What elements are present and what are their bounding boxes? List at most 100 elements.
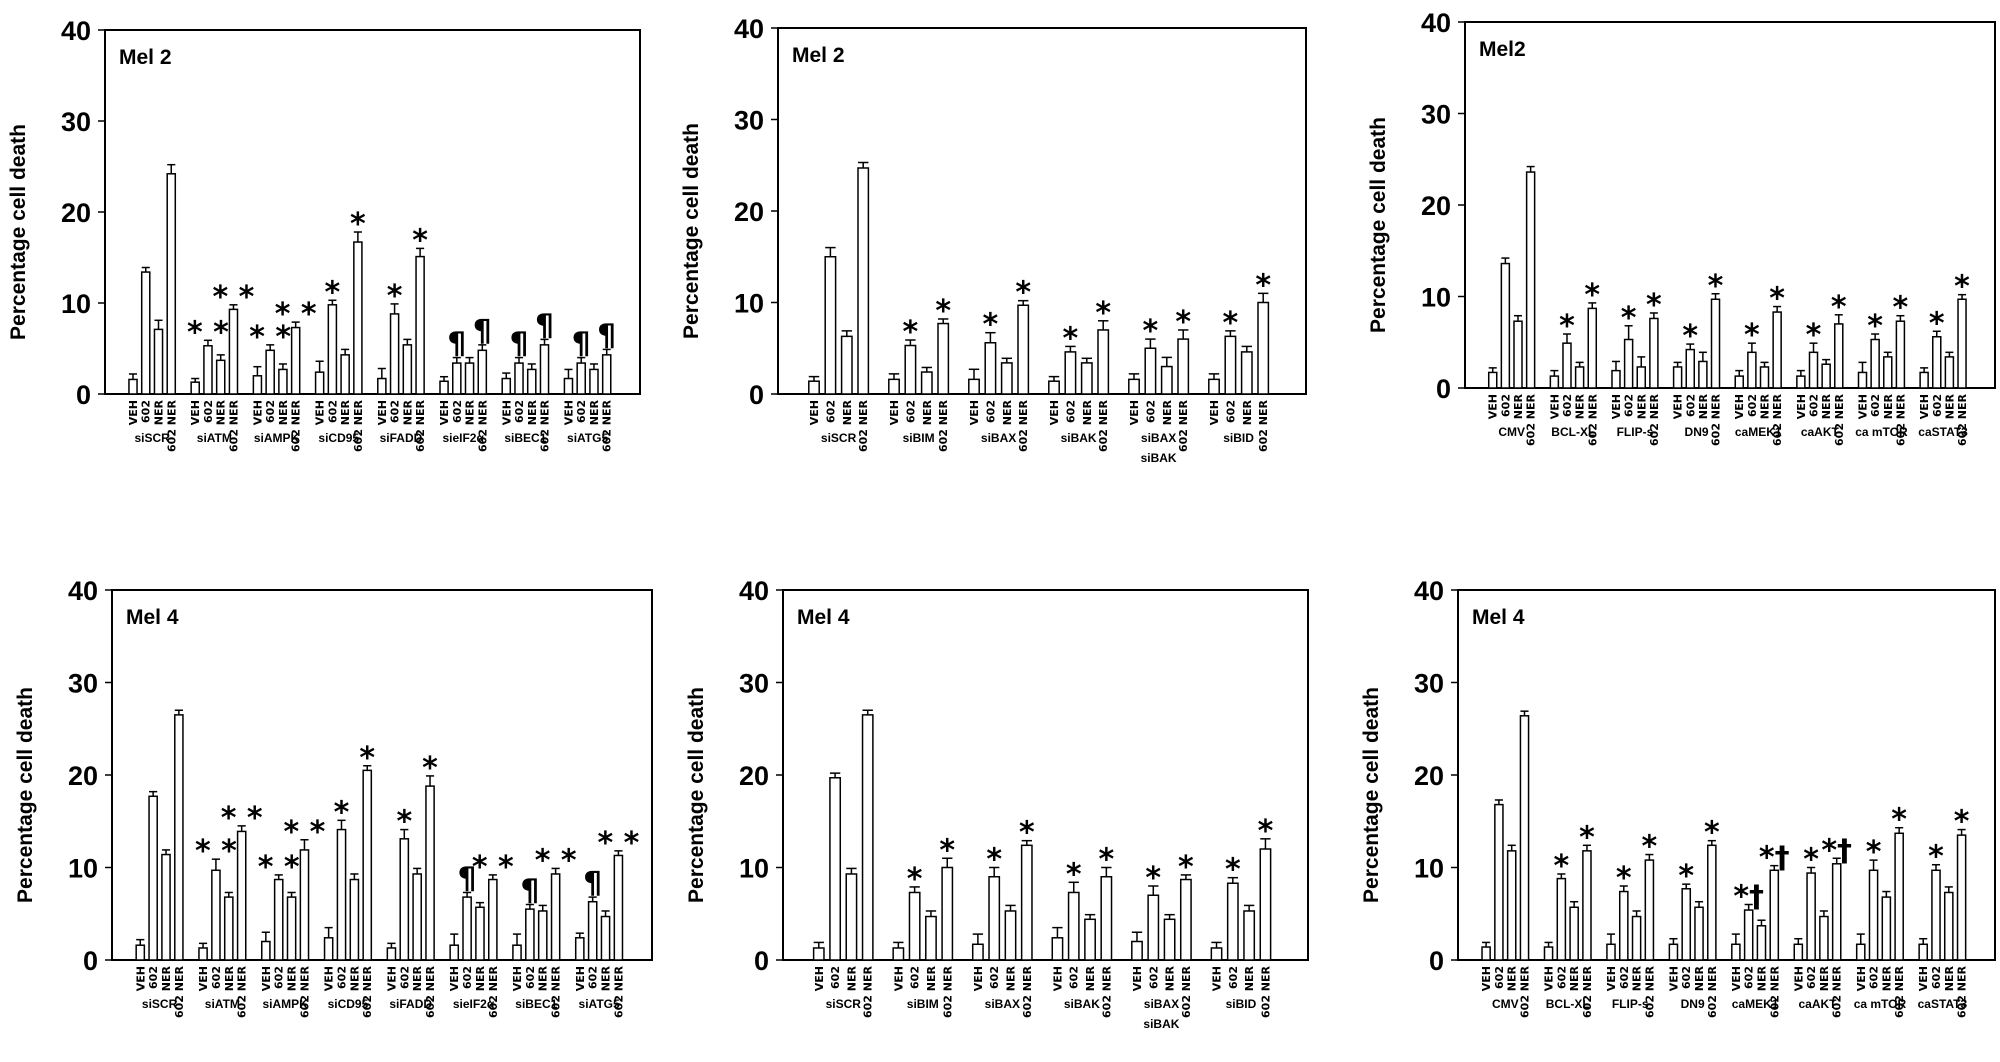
bar bbox=[1855, 943, 1866, 961]
y-tick-label: 40 bbox=[1414, 576, 1444, 606]
bar-tick-label: VEH bbox=[1605, 966, 1618, 991]
bar bbox=[1883, 356, 1893, 389]
bar bbox=[1144, 347, 1157, 395]
bar bbox=[135, 944, 146, 961]
bar bbox=[857, 167, 870, 395]
bar-tick-label: NER bbox=[1001, 399, 1014, 425]
bar bbox=[537, 910, 548, 961]
panel-title: Mel 2 bbox=[792, 44, 845, 67]
bar bbox=[1870, 338, 1880, 389]
bar bbox=[1128, 378, 1140, 395]
bar-tick-label: VEH bbox=[1792, 966, 1805, 991]
bar-tick-label: NER bbox=[401, 399, 414, 425]
bar bbox=[399, 838, 410, 961]
group-label: siAMPK bbox=[254, 431, 300, 445]
panel-title: Mel 4 bbox=[797, 606, 850, 629]
bar bbox=[1685, 348, 1696, 389]
significance-marker: * bbox=[1954, 270, 1970, 305]
bar bbox=[1831, 863, 1842, 961]
bar-tick-label: 602 NER bbox=[1894, 393, 1907, 446]
significance-marker: * bbox=[1019, 816, 1035, 851]
bar-tick-label: NER bbox=[339, 399, 352, 425]
significance-marker: * bbox=[422, 751, 438, 786]
y-tick-label: 0 bbox=[76, 380, 91, 410]
bar bbox=[261, 940, 271, 961]
significance-marker: * * bbox=[249, 320, 291, 355]
bar-tick-label: NER bbox=[1635, 393, 1648, 419]
bar-tick-label: VEH bbox=[134, 966, 147, 991]
group-label: siSCR bbox=[134, 431, 170, 445]
bar-tick-label: NER bbox=[1755, 965, 1768, 991]
bar bbox=[128, 378, 138, 395]
significance-marker: * bbox=[1143, 314, 1159, 349]
panel-title: Mel2 bbox=[1479, 38, 1526, 61]
bar-tick-label: NER bbox=[1005, 965, 1018, 991]
bar bbox=[984, 342, 997, 395]
y-tick-label: 0 bbox=[1436, 374, 1451, 404]
bar bbox=[1224, 335, 1237, 395]
bar-tick-label: 602 NER bbox=[414, 399, 427, 452]
bar bbox=[1543, 946, 1554, 961]
bar-tick-label: 602 bbox=[1805, 966, 1818, 989]
bar bbox=[1668, 943, 1679, 961]
significance-marker: * bbox=[903, 315, 919, 350]
bar bbox=[1672, 366, 1683, 389]
bar-tick-label: VEH bbox=[972, 966, 985, 991]
y-tick-label: 20 bbox=[68, 761, 98, 791]
bar-tick-label: 602 bbox=[988, 966, 1001, 989]
bar bbox=[1549, 375, 1560, 389]
bar-tick-label: 602 NER bbox=[1017, 399, 1030, 452]
bar-tick-label: NER bbox=[1574, 393, 1587, 419]
significance-marker: * bbox=[1099, 843, 1115, 878]
bar-tick-label: 602 bbox=[1684, 394, 1697, 417]
bar-tick-label: VEH bbox=[1855, 966, 1868, 991]
group-label: siFADD bbox=[389, 997, 432, 1011]
bar-tick-label: 602 NER bbox=[1768, 965, 1781, 1018]
bar bbox=[1569, 906, 1579, 961]
bar-tick-label: NER bbox=[1243, 965, 1256, 991]
group-label: siBEC1 bbox=[515, 997, 557, 1011]
bar-tick-label: 602 bbox=[1147, 966, 1160, 989]
y-tick-label: 40 bbox=[1421, 8, 1451, 38]
bar bbox=[1868, 869, 1879, 961]
bar bbox=[1918, 943, 1929, 961]
bar bbox=[1160, 365, 1173, 395]
bar-tick-label: NER bbox=[1697, 393, 1710, 419]
bar-tick-label: 602 NER bbox=[1833, 393, 1846, 446]
bar-tick-label: 602 NER bbox=[290, 399, 303, 452]
group-label: caSTAT3 bbox=[1918, 997, 1968, 1011]
bar bbox=[1957, 298, 1967, 389]
bar-tick-label: VEH bbox=[438, 400, 451, 425]
bar-tick-label: VEH bbox=[376, 400, 389, 425]
y-tick-label: 40 bbox=[61, 16, 91, 46]
bar-tick-label: VEH bbox=[323, 966, 336, 991]
significance-marker: * bbox=[1866, 835, 1882, 870]
bar-tick-label: 602 bbox=[1064, 400, 1077, 423]
bar-tick-label: NER bbox=[1943, 393, 1956, 419]
significance-marker: * bbox=[359, 741, 375, 776]
bar-tick-label: 602 bbox=[1808, 394, 1821, 417]
bar bbox=[968, 378, 980, 395]
bar bbox=[1644, 859, 1655, 961]
y-tick-label: 30 bbox=[61, 107, 91, 137]
group-label: siBAX bbox=[981, 431, 1016, 445]
bar bbox=[925, 915, 937, 961]
bar bbox=[525, 908, 535, 961]
bar bbox=[1698, 360, 1708, 389]
bar bbox=[475, 906, 485, 961]
significance-marker: * bbox=[1769, 282, 1785, 317]
bar bbox=[449, 944, 460, 961]
significance-marker: * bbox=[1867, 309, 1883, 344]
significance-marker: * * bbox=[187, 315, 229, 350]
bar bbox=[1177, 338, 1190, 395]
bar-tick-label: 602 NER bbox=[550, 965, 563, 1018]
bar-tick-label: VEH bbox=[314, 400, 327, 425]
group-label: caAKT bbox=[1801, 425, 1840, 439]
bar bbox=[613, 854, 624, 961]
bar-tick-label: NER bbox=[1081, 399, 1094, 425]
bar-tick-label: 602 NER bbox=[539, 399, 552, 452]
bar-tick-label: 602 bbox=[210, 966, 223, 989]
bar-tick-label: VEH bbox=[562, 400, 575, 425]
bar bbox=[1000, 362, 1013, 395]
